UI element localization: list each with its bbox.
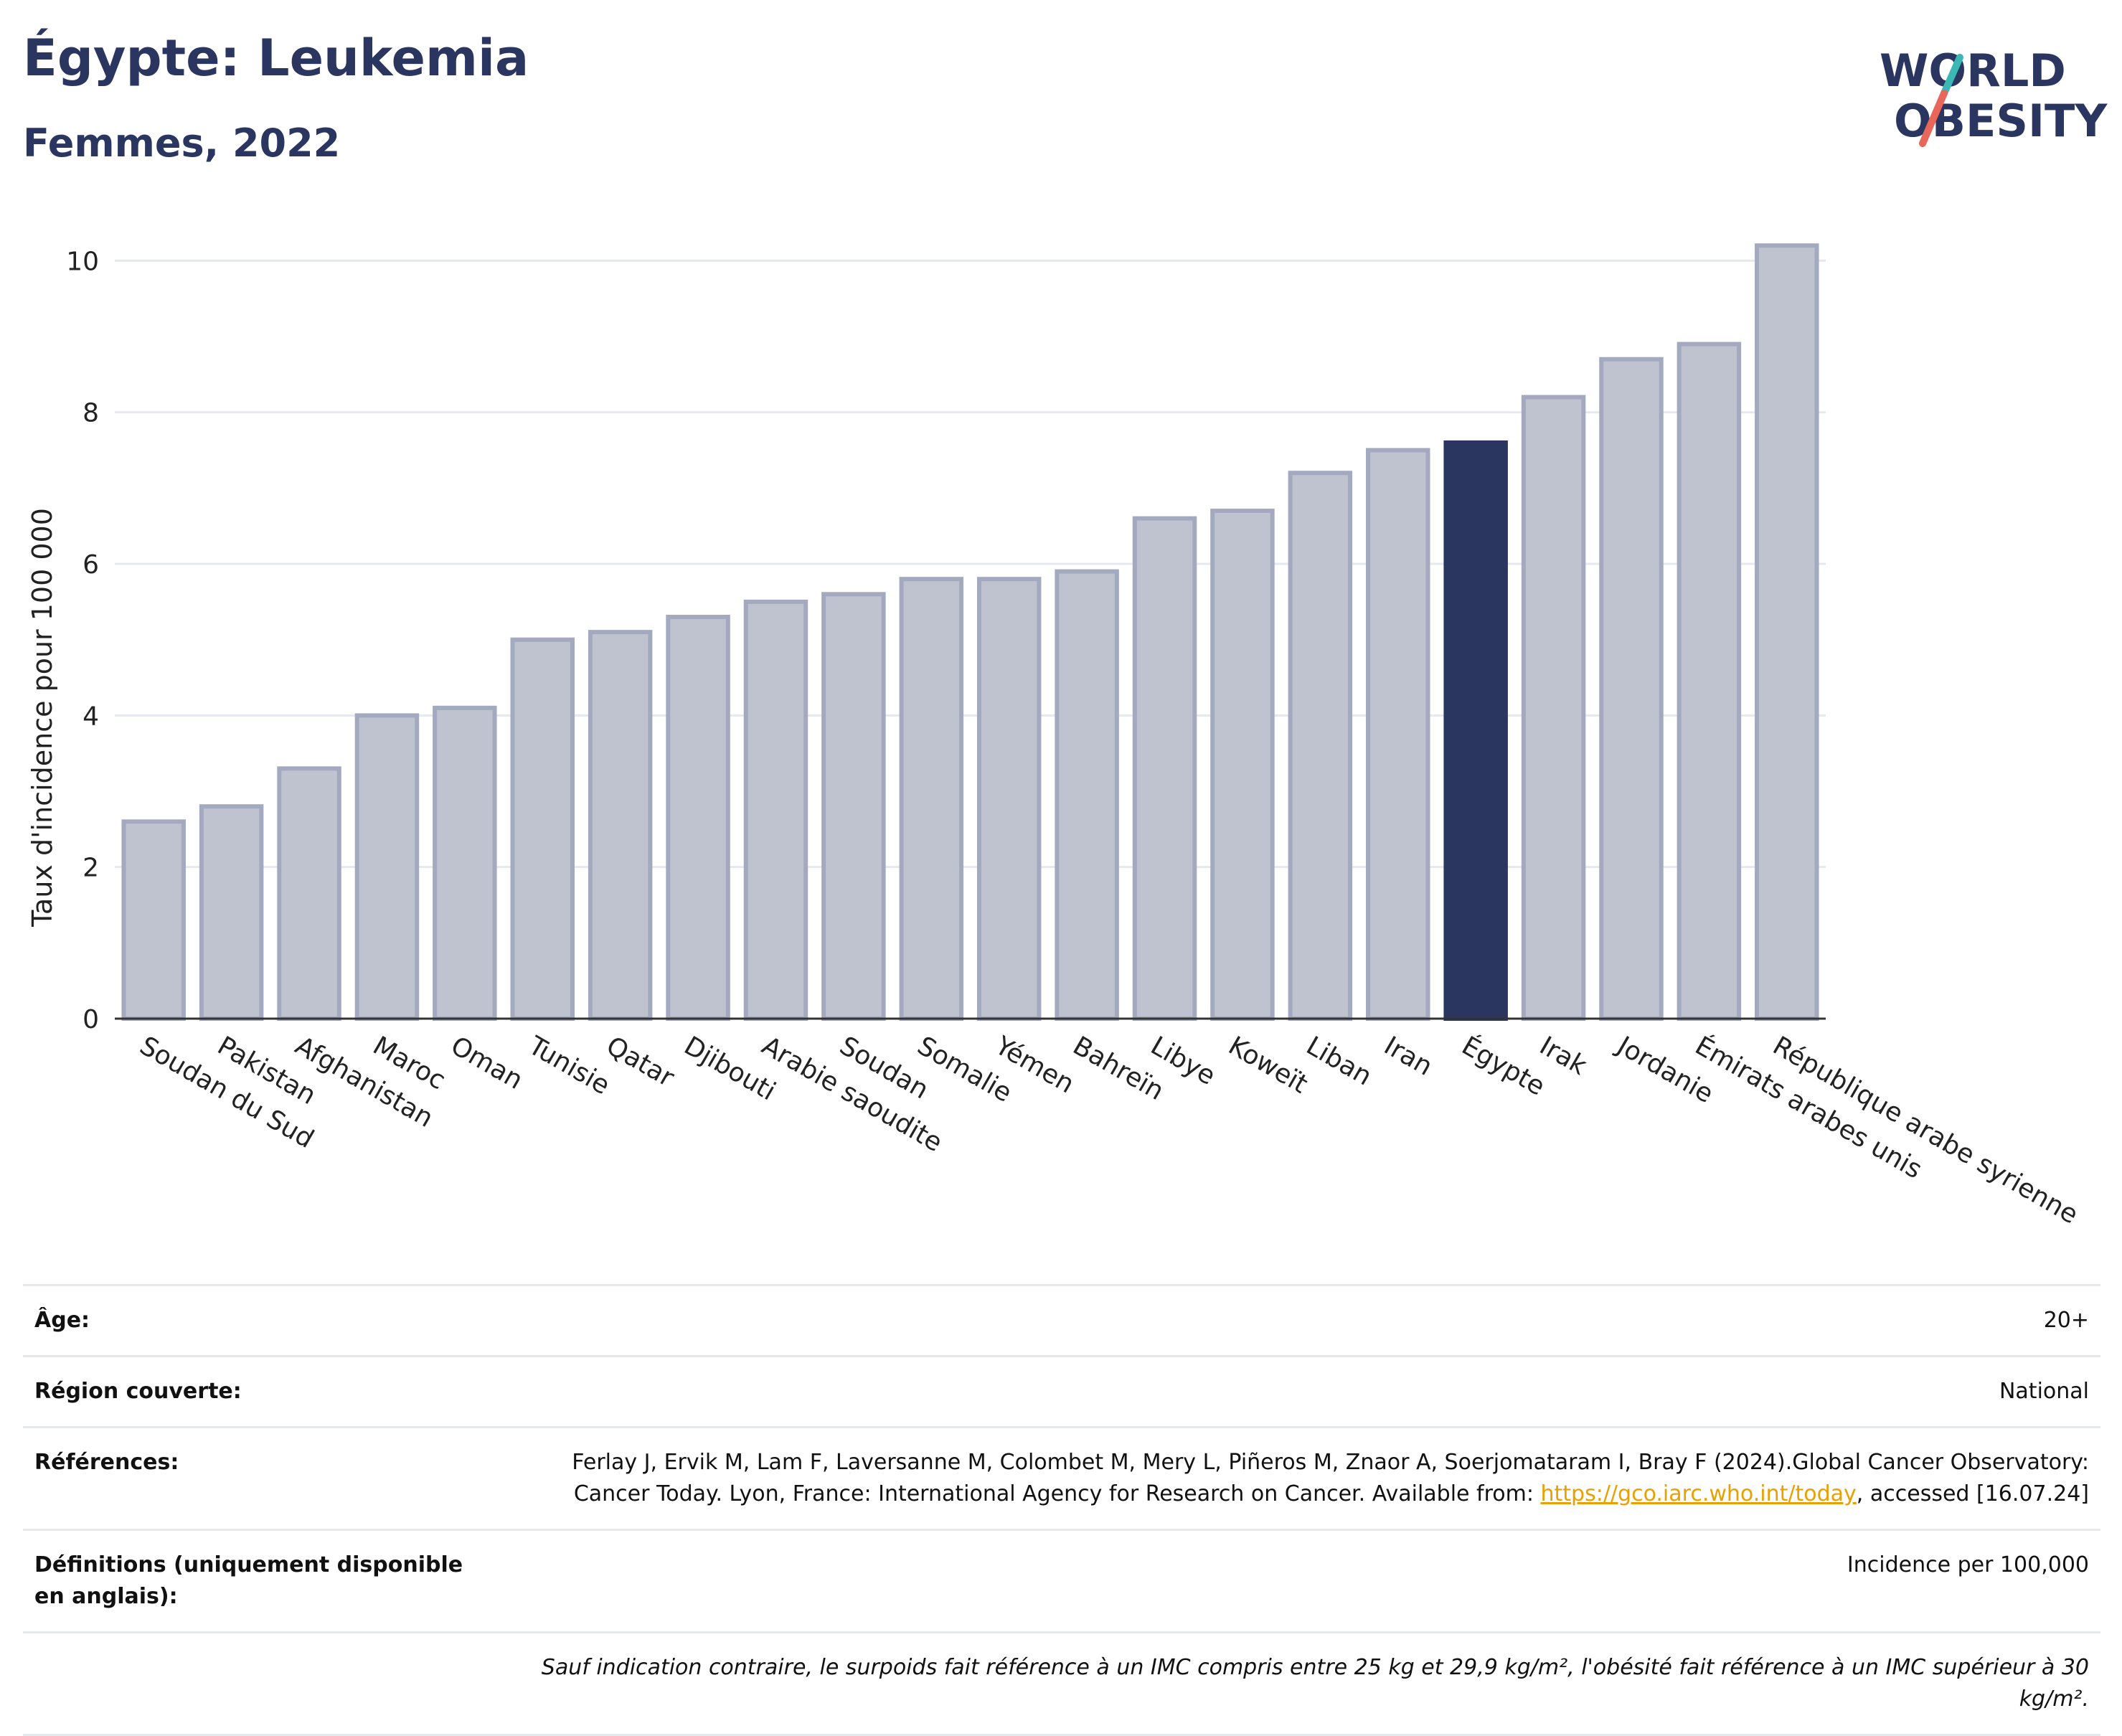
bar-16 <box>1366 448 1430 1021</box>
world-obesity-logo: WORLD OBESITY <box>1880 44 2108 147</box>
bar-21 <box>1755 243 1819 1021</box>
logo-slash-red <box>1919 90 1948 147</box>
age-value: 20+ <box>2043 1308 2089 1333</box>
bar-3 <box>354 713 420 1022</box>
x-tick-label: Oman <box>445 1031 527 1095</box>
bar-12 <box>1055 569 1119 1021</box>
bar-1 <box>199 804 264 1022</box>
bar-20 <box>1677 341 1742 1022</box>
meta-row-region: Région couverte: National <box>23 1355 2100 1426</box>
meta-row-age: Âge: 20+ <box>23 1284 2100 1355</box>
y-tick-label: 0 <box>82 1005 99 1034</box>
bar-6 <box>588 630 653 1021</box>
y-axis-label: Taux d'incidence pour 100 000 <box>27 508 58 928</box>
y-tick-label: 6 <box>82 550 99 580</box>
y-tick-label: 8 <box>82 399 99 428</box>
bar-5 <box>510 637 575 1021</box>
references-tail: , accessed [16.07.24] <box>1856 1481 2089 1506</box>
x-tick-label: Égypte <box>1457 1030 1550 1101</box>
y-tick-label: 2 <box>82 854 99 883</box>
bar-11 <box>976 577 1042 1021</box>
bar-4 <box>433 705 497 1022</box>
bar-13 <box>1132 516 1197 1021</box>
references-value: Ferlay J, Ervik M, Lam F, Laversanne M, … <box>511 1447 2089 1510</box>
y-tick-label: 10 <box>66 247 99 276</box>
logo-slash-teal <box>1941 54 1963 97</box>
bars <box>121 243 1819 1022</box>
x-tick-label: Koweït <box>1223 1031 1312 1099</box>
bar-chart: 0 2 4 6 8 10 Soudan du SudPakistanAfghanistan… <box>27 243 2083 1230</box>
meta-row-references: Références: Ferlay J, Ervik M, Lam F, La… <box>23 1426 2100 1529</box>
meta-row-definitions: Définitions (uniquement disponible en an… <box>23 1529 2100 1631</box>
references-text: Ferlay J, Ervik M, Lam F, Laversanne M, … <box>572 1450 2089 1506</box>
meta-row-note: Sauf indication contraire, le surpoids f… <box>23 1631 2100 1736</box>
bar-9 <box>821 592 886 1021</box>
x-tick-label: Qatar <box>601 1031 679 1093</box>
region-label: Région couverte: <box>34 1379 242 1404</box>
bar-0 <box>121 819 186 1021</box>
y-tick-label: 4 <box>82 702 99 731</box>
x-tick-label: République arabe syrienne <box>1768 1031 2083 1230</box>
bar-19 <box>1599 357 1664 1022</box>
references-label: Références: <box>34 1450 179 1475</box>
metadata-table: Âge: 20+ Région couverte: National Référ… <box>23 1284 2100 1736</box>
x-tick-label: Tunisie <box>523 1031 615 1101</box>
bar-14 <box>1210 509 1275 1021</box>
logo-line1: WORLD <box>1880 44 2066 97</box>
references-link[interactable]: https://gco.iarc.who.int/today <box>1540 1481 1857 1506</box>
region-value: National <box>1999 1379 2089 1404</box>
bar-15 <box>1288 471 1353 1021</box>
bar-18 <box>1521 395 1586 1021</box>
page-title: Égypte: Leukemia <box>23 29 529 88</box>
definitions-label: Définitions (uniquement disponible en an… <box>34 1552 463 1609</box>
bar-2 <box>277 766 341 1022</box>
x-tick-label: Iran <box>1379 1031 1437 1082</box>
bar-10 <box>899 577 964 1021</box>
y-tick-labels: 0 2 4 6 8 10 <box>66 247 99 1034</box>
x-tick-label: Liban <box>1301 1031 1377 1091</box>
page-subtitle: Femmes, 2022 <box>23 121 341 166</box>
bar-17 <box>1443 440 1508 1021</box>
age-label: Âge: <box>34 1308 90 1333</box>
footnote: Sauf indication contraire, le surpoids f… <box>541 1655 2089 1712</box>
x-tick-labels: Soudan du SudPakistanAfghanistanMarocOma… <box>135 1030 2083 1230</box>
bar-7 <box>666 615 730 1021</box>
definitions-value: Incidence per 100,000 <box>1847 1552 2089 1577</box>
bar-8 <box>743 599 808 1021</box>
